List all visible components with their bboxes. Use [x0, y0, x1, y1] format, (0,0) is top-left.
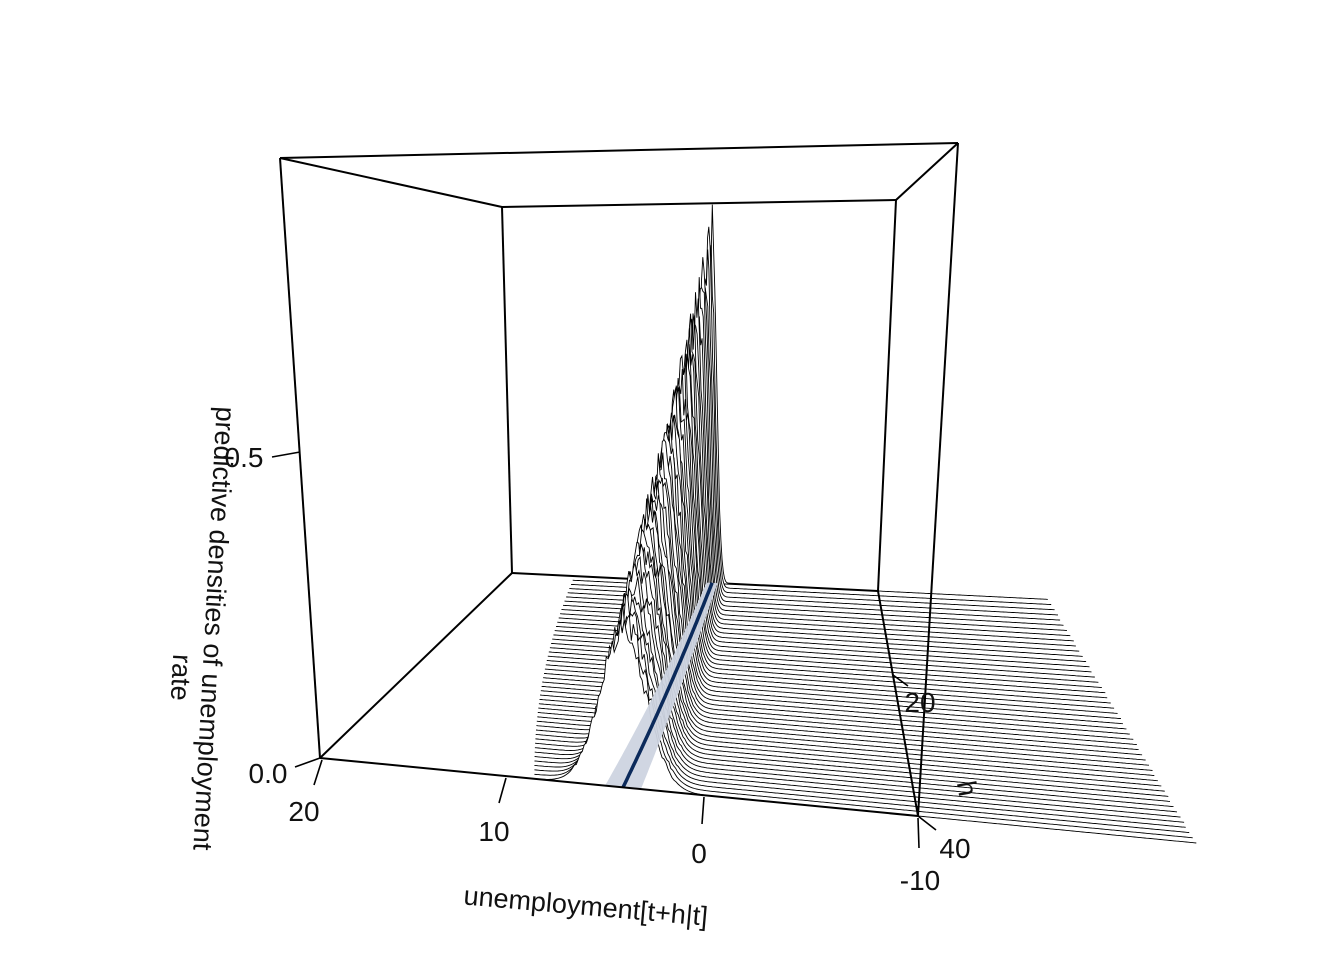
h-axis: 20 40 h	[892, 674, 983, 864]
density-ridge-h42	[534, 562, 1178, 813]
density-ridge-h43	[534, 576, 1181, 818]
x-tick-label-10: 10	[478, 816, 509, 847]
density-ridge-h44	[534, 586, 1185, 823]
box-edge-top-right-diag	[895, 142, 959, 201]
box-back	[279, 142, 959, 817]
x-axis-title: unemployment[t+h|t]	[462, 880, 709, 931]
density-ridge-h46	[534, 603, 1190, 833]
z-axis: 0.0 0.5 predictive densities of unemploy…	[165, 406, 321, 852]
z-tick-label-0: 0.0	[249, 758, 288, 789]
density-ridge-h47	[534, 613, 1193, 839]
box-front	[279, 142, 959, 817]
z-tick-mark-05	[271, 451, 301, 458]
box-edge-front-right	[917, 142, 959, 817]
density-ridge-h37	[535, 519, 1162, 787]
x-tick-mark-20	[313, 759, 323, 786]
z-tick-mark-0	[294, 757, 321, 768]
box-edge-back-top	[501, 199, 897, 208]
x-tick-mark-10	[498, 777, 507, 804]
point-forecast-line	[621, 582, 714, 789]
box-edge-front-left	[279, 157, 321, 759]
x-tick-label-neg10: -10	[900, 865, 940, 896]
h-tick-label-40: 40	[939, 833, 970, 864]
forecast-interval-band	[605, 582, 718, 790]
box-edge-top-left-diag	[279, 157, 503, 208]
h-tick-label-20: 20	[904, 687, 935, 718]
x-tick-mark-0	[701, 796, 705, 825]
h-tick-mark-20	[892, 674, 909, 687]
density-ridge-h41	[534, 555, 1174, 808]
box-edge-front-top	[279, 142, 959, 159]
h-tick-mark-40	[917, 815, 937, 831]
forecast-overlay	[605, 582, 718, 790]
x-tick-label-0: 0	[691, 838, 707, 869]
x-tick-label-20: 20	[288, 796, 319, 827]
box-edge-floor-left	[319, 572, 513, 759]
box-edge-floor-front	[319, 757, 919, 817]
box-edge-back-right	[877, 199, 897, 592]
z-axis-title-line1: predictive densities of unemployment	[187, 406, 240, 852]
box-edge-back-left	[501, 206, 513, 574]
density-ridge-fill-h40	[535, 543, 1170, 802]
density-ridge-h38	[535, 528, 1165, 792]
z-tick-label-05: 0.5	[225, 442, 264, 473]
z-axis-title-line2: rate	[165, 653, 197, 701]
box-edge-floor-right	[877, 590, 919, 817]
x-tick-mark-neg10	[917, 817, 920, 849]
density-ridge-h40	[535, 543, 1171, 802]
density-ridge-h45	[534, 591, 1186, 828]
h-axis-title: h	[951, 778, 983, 798]
